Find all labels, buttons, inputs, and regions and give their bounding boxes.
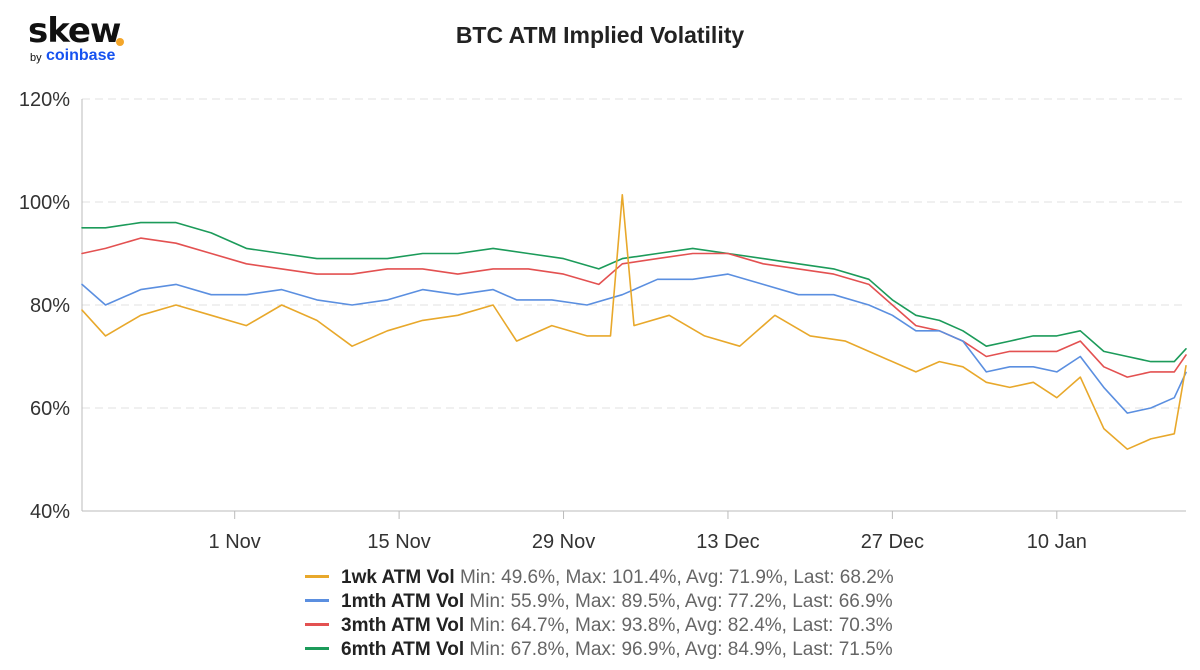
legend-series-name: 1mth ATM Vol xyxy=(341,591,465,612)
legend-item[interactable]: 1wk ATM Vol Min: 49.6%, Max: 101.4%, Avg… xyxy=(305,566,985,590)
legend-item[interactable]: 6mth ATM Vol Min: 67.8%, Max: 96.9%, Avg… xyxy=(305,638,985,662)
axes xyxy=(81,99,1186,519)
logo-wordmark: skew xyxy=(28,11,121,51)
x-tick-label: 1 Nov xyxy=(209,531,261,553)
logo-dot xyxy=(116,38,124,46)
y-tick-label: 120% xyxy=(19,89,70,111)
x-tick-label: 10 Jan xyxy=(1027,531,1087,553)
logo-by-text: by xyxy=(30,52,42,64)
y-tick-label: 60% xyxy=(30,398,70,420)
y-tick-label: 100% xyxy=(19,192,70,214)
legend-item[interactable]: 3mth ATM Vol Min: 64.7%, Max: 93.8%, Avg… xyxy=(305,614,985,638)
series-line-1 xyxy=(81,194,1187,451)
x-tick-label: 29 Nov xyxy=(532,531,595,553)
legend: 1wk ATM Vol Min: 49.6%, Max: 101.4%, Avg… xyxy=(305,566,985,662)
grid-lines xyxy=(82,98,1186,409)
legend-swatch xyxy=(305,598,329,602)
series-line-2 xyxy=(81,273,1187,414)
x-tick-label: 15 Nov xyxy=(367,531,430,553)
x-tick-label: 13 Dec xyxy=(696,531,759,553)
skew-logo: skew by coinbase xyxy=(28,12,138,72)
legend-swatch xyxy=(305,574,329,578)
legend-swatch xyxy=(305,646,329,650)
legend-series-stats: Min: 55.9%, Max: 89.5%, Avg: 77.2%, Last… xyxy=(464,591,893,612)
series-line-4 xyxy=(81,221,1187,363)
legend-series-stats: Min: 67.8%, Max: 96.9%, Avg: 84.9%, Last… xyxy=(464,639,893,660)
legend-series-name: 3mth ATM Vol xyxy=(341,615,465,636)
legend-item[interactable]: 1mth ATM Vol Min: 55.9%, Max: 89.5%, Avg… xyxy=(305,590,985,614)
legend-series-stats: Min: 64.7%, Max: 93.8%, Avg: 82.4%, Last… xyxy=(464,615,893,636)
chart-title: BTC ATM Implied Volatility xyxy=(455,22,745,48)
x-tick-label: 27 Dec xyxy=(861,531,924,553)
legend-series-name: 6mth ATM Vol xyxy=(341,639,465,660)
series-lines xyxy=(81,194,1187,451)
legend-series-stats: Min: 49.6%, Max: 101.4%, Avg: 71.9%, Las… xyxy=(454,567,894,588)
y-tick-label: 40% xyxy=(30,501,70,523)
logo-brand: coinbase xyxy=(46,47,116,64)
tick-labels: 40% 60% 80% 100% 120% 1 Nov 15 Nov 29 Nov 13 Dec… xyxy=(19,89,1087,553)
series-line-3 xyxy=(81,237,1187,378)
y-tick-label: 80% xyxy=(30,295,70,317)
legend-series-name: 1wk ATM Vol xyxy=(341,567,455,588)
legend-swatch xyxy=(305,622,329,626)
